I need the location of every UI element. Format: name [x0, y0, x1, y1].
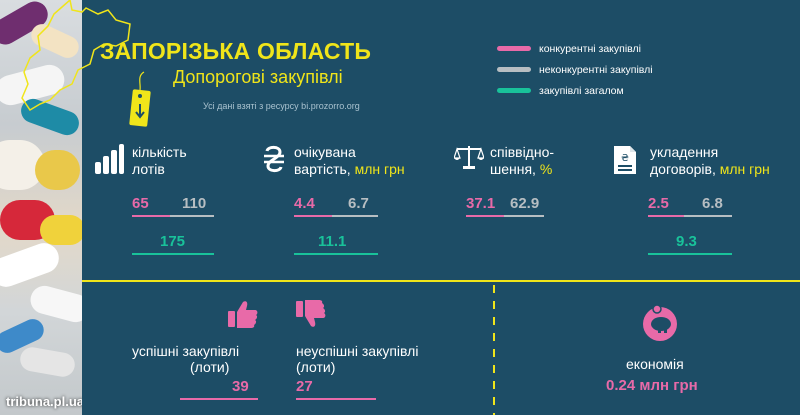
noncompetitive-underline — [332, 215, 378, 217]
scales-icon — [454, 146, 484, 169]
metric-unit: млн грн — [719, 161, 770, 177]
total-value: 175 — [160, 233, 186, 250]
legend-item-total: закупівлі загалом — [497, 80, 653, 101]
total-underline — [132, 253, 214, 255]
total-underline — [648, 253, 732, 255]
total-value: 9.3 — [676, 233, 697, 250]
noncompetitive-underline — [504, 215, 544, 217]
competitive-underline — [466, 215, 504, 217]
successful-procurements-value: 39 — [232, 378, 249, 395]
noncompetitive-underline — [170, 215, 214, 217]
failed-underline — [296, 398, 376, 400]
competitive-underline — [294, 215, 332, 217]
label-line: успішні закупівлі — [132, 343, 240, 359]
failed-procurements-value: 27 — [296, 378, 313, 395]
pills-photo: tribuna.pl.ua — [0, 0, 82, 415]
metric-label-line: очікувана — [294, 144, 356, 160]
label-line: неуспішні закупівлі — [296, 343, 419, 359]
metric-label-line: укладення — [650, 144, 719, 160]
legend-item-competitive: конкурентні закупівлі — [497, 38, 653, 59]
piggy-bank-icon — [643, 304, 677, 341]
hryvnia-icon — [264, 145, 284, 173]
metric-label-line: кількість — [132, 144, 187, 160]
metric-label: очікувана вартість, млн грн — [294, 144, 405, 178]
legend-swatch-grey — [497, 67, 531, 72]
total-underline — [294, 253, 378, 255]
section-divider — [82, 280, 800, 282]
metric-contracts: ₴ укладення договорів, млн грн 2.5 6.8 9… — [612, 140, 798, 260]
failed-procurements-label: неуспішні закупівлі (лоти) — [296, 343, 418, 375]
legend-swatch-green — [497, 88, 531, 93]
noncompetitive-value: 6.7 — [348, 195, 369, 212]
noncompetitive-value: 62.9 — [510, 195, 540, 212]
data-source-note: Усі дані взяті з ресурсу bi.prozorro.org — [203, 101, 360, 111]
competitive-value: 4.4 — [294, 195, 315, 212]
successful-procurements-label: успішні закупівлі (лоти) — [132, 343, 239, 375]
metric-label: кількість лотів — [132, 144, 187, 178]
noncompetitive-value: 110 — [182, 195, 207, 212]
economy-label: економія — [626, 356, 684, 372]
metric-unit: % — [539, 161, 553, 177]
metric-unit: млн грн — [354, 161, 405, 177]
metric-ratio: співвідно- шення, % 37.1 62.9 — [454, 140, 604, 260]
brand-watermark: tribuna.pl.ua — [6, 394, 82, 409]
legend-label: конкурентні закупівлі — [539, 42, 641, 55]
legend: конкурентні закупівлі неконкурентні заку… — [497, 38, 653, 101]
price-tag-icon — [129, 71, 151, 127]
competitive-value: 2.5 — [648, 195, 669, 212]
metric-label: укладення договорів, млн грн — [650, 144, 770, 178]
page-title: ЗАПОРІЗЬКА ОБЛАСТЬ — [100, 38, 372, 64]
contract-document-icon: ₴ — [614, 146, 636, 174]
metric-label-line: шення, — [490, 161, 536, 177]
label-line: (лоти) — [190, 359, 230, 375]
competitive-underline — [648, 215, 684, 217]
thumbs-up-icon — [228, 301, 258, 328]
page-subtitle: Допорогові закупівлі — [173, 67, 343, 87]
noncompetitive-underline — [684, 215, 732, 217]
legend-swatch-pink — [497, 46, 531, 51]
noncompetitive-value: 6.8 — [702, 195, 723, 212]
metric-label-line: договорів, — [650, 161, 716, 177]
competitive-underline — [132, 215, 170, 217]
metric-label-line: лотів — [132, 161, 165, 177]
successful-underline — [180, 398, 258, 400]
legend-label: закупівлі загалом — [539, 84, 624, 97]
legend-label: неконкурентні закупівлі — [539, 63, 653, 76]
total-value: 11.1 — [318, 233, 347, 250]
metric-label-line: вартість, — [294, 161, 351, 177]
metric-expected-cost: очікувана вартість, млн грн 4.4 6.7 11.1 — [262, 140, 442, 260]
thumbs-down-icon — [296, 300, 326, 327]
dashed-divider — [493, 285, 495, 415]
bar-chart-icon — [95, 144, 124, 174]
metric-label-line: співвідно- — [490, 144, 555, 160]
region-map-outline — [21, 0, 131, 112]
metric-lots: кількість лотів 65 110 175 — [94, 140, 254, 260]
competitive-value: 37.1 — [466, 195, 496, 212]
label-line: (лоти) — [296, 359, 336, 375]
economy-value: 0.24 млн грн — [606, 377, 698, 394]
competitive-value: 65 — [132, 195, 149, 212]
metric-label: співвідно- шення, % — [490, 144, 554, 178]
legend-item-noncompetitive: неконкурентні закупівлі — [497, 59, 653, 80]
svg-text:₴: ₴ — [621, 153, 629, 164]
